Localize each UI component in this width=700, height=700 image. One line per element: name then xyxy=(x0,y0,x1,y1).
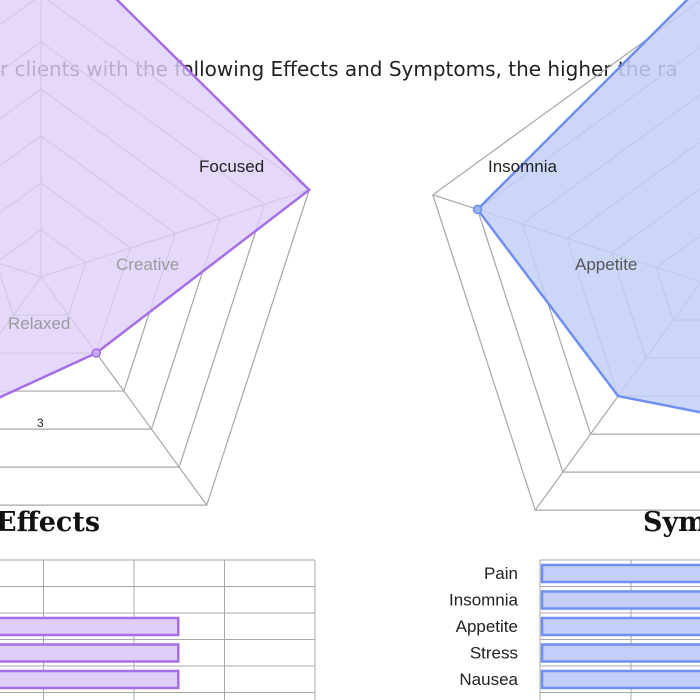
radar-grid-ring xyxy=(521,93,700,435)
radar-grid-ring xyxy=(476,46,700,473)
radar-grid-ring xyxy=(432,0,700,511)
axis-label-appetite: Appetite xyxy=(575,255,637,274)
effects-radar-chart: Focused Creative Relaxed 3 xyxy=(0,0,312,506)
radar-area xyxy=(0,0,312,399)
bar xyxy=(0,643,180,663)
axis-label-focused: Focused xyxy=(199,157,264,176)
bar-category-label: Pain xyxy=(484,564,518,583)
effects-title: Effects xyxy=(0,507,100,538)
bar-category-label: Insomnia xyxy=(449,591,519,610)
symptoms-title: Sym xyxy=(643,507,700,538)
bar xyxy=(0,616,180,637)
bar xyxy=(540,616,700,637)
bar xyxy=(540,643,700,663)
bar-category-label: Stress xyxy=(470,644,518,663)
radar-area xyxy=(475,0,700,414)
radar-point xyxy=(91,348,102,358)
axis-label-creative: Creative xyxy=(116,255,179,274)
bar xyxy=(540,590,700,610)
radar-tick-label: 3 xyxy=(37,416,44,430)
bar-category-label: Appetite xyxy=(456,617,518,636)
radar-point xyxy=(472,204,483,215)
symptoms-radar-chart: Insomnia Appetite xyxy=(432,0,700,511)
bar xyxy=(540,669,700,690)
radar-grid-ring xyxy=(0,0,310,506)
bar-category-label: Nausea xyxy=(459,670,518,689)
bar xyxy=(0,669,180,690)
effects-bar-chart xyxy=(0,559,316,700)
bar xyxy=(540,563,700,584)
symptoms-bar-chart: Pain Insomnia Appetite Stress Nausea xyxy=(449,559,700,700)
axis-label-relaxed: Relaxed xyxy=(8,314,70,333)
axis-label-insomnia: Insomnia xyxy=(488,157,558,176)
